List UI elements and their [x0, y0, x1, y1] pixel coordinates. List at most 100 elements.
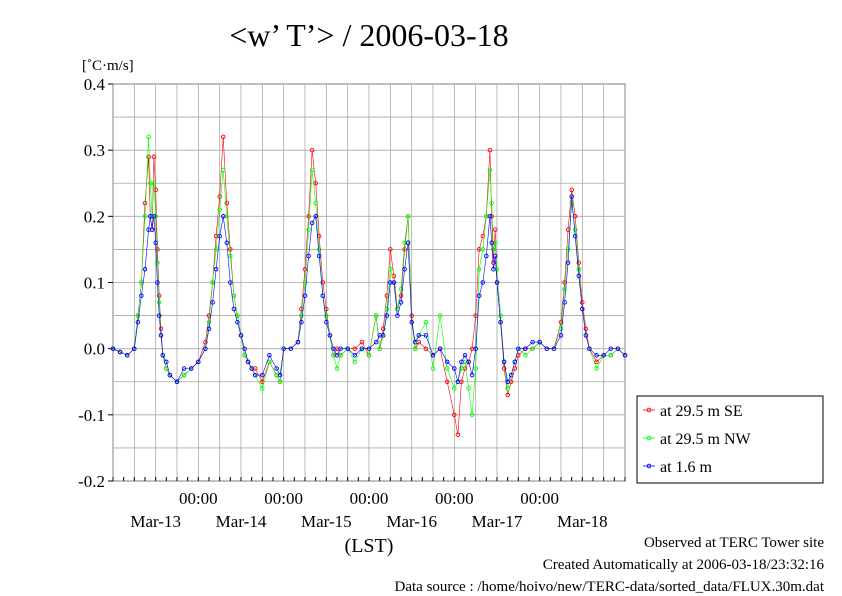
data-point: [151, 181, 157, 186]
data-point: [565, 247, 571, 252]
data-point: [320, 293, 326, 298]
legend-label: at 1.6 m: [660, 459, 713, 476]
data-point: [437, 313, 443, 318]
data-point: [295, 339, 301, 345]
data-point: [153, 187, 158, 193]
data-point: [391, 280, 397, 285]
chart-title: <w’ T’> / 2006-03-18: [229, 17, 508, 53]
data-point: [306, 227, 311, 232]
data-point: [359, 346, 365, 351]
x-axis-ticks: 00:00 00:00 00:00 00:00 00:00 Mar-13 Mar-14 Mar…: [112, 477, 626, 531]
data-point: [306, 253, 311, 259]
data-point: [299, 319, 304, 325]
data-point: [142, 200, 148, 206]
data-point: [156, 300, 162, 305]
data-point: [498, 319, 503, 325]
data-point: [459, 366, 464, 371]
data-point: [274, 366, 279, 371]
data-point: [373, 339, 379, 345]
data-point: [484, 253, 489, 259]
data-point: [267, 359, 272, 365]
data-point: [203, 339, 208, 345]
data-point: [210, 280, 215, 285]
data-point: [260, 386, 265, 391]
data-point: [155, 260, 160, 265]
data-point: [206, 319, 212, 325]
data-point: [388, 267, 393, 272]
data-point: [260, 372, 265, 378]
x-date-label: Mar-16: [386, 512, 437, 531]
data-point: [224, 240, 230, 246]
x-time-label: 00:00: [264, 489, 303, 508]
data-point: [498, 313, 503, 318]
legend: at 29.5 m SE at 29.5 m NW at 1.6 m: [636, 395, 824, 484]
data-point: [252, 372, 258, 378]
data-point: [523, 353, 528, 358]
y-tick-label: -0.1: [78, 406, 105, 425]
data-point: [594, 366, 599, 371]
data-point: [324, 319, 329, 325]
data-point: [583, 333, 589, 338]
data-point: [220, 214, 226, 219]
x-time-label: 00:00: [520, 489, 559, 508]
data-point: [487, 214, 493, 219]
data-point: [174, 379, 180, 385]
data-point: [210, 300, 215, 305]
data-point: [437, 346, 443, 351]
data-point: [473, 346, 478, 351]
data-point: [491, 247, 496, 252]
data-point: [572, 233, 578, 239]
data-point: [316, 253, 322, 259]
data-point: [288, 346, 294, 351]
data-point: [402, 247, 407, 252]
data-point: [313, 214, 318, 219]
data-point: [576, 273, 582, 279]
data-point: [455, 432, 461, 437]
data-point: [405, 214, 411, 219]
data-point: [469, 372, 475, 378]
data-point: [352, 346, 358, 351]
data-point: [491, 267, 496, 272]
data-point: [594, 353, 599, 358]
data-point: [299, 313, 304, 318]
data-point: [480, 247, 486, 252]
data-point: [569, 187, 574, 193]
data-point: [124, 353, 130, 358]
data-point: [409, 319, 414, 325]
data-point: [309, 167, 315, 173]
y-axis-ticks: -0.2 -0.1 0.0 0.1 0.2 0.3 0.4: [78, 75, 113, 491]
data-point: [580, 300, 585, 305]
data-point: [359, 339, 365, 345]
data-point: [473, 366, 478, 371]
data-point: [480, 280, 486, 285]
data-point: [181, 372, 187, 378]
data-point: [156, 313, 162, 318]
data-point: [110, 346, 116, 351]
data-point: [324, 313, 329, 318]
data-point: [306, 214, 311, 219]
data-point: [501, 366, 507, 371]
data-point: [423, 319, 429, 325]
data-point: [430, 366, 436, 371]
data-point: [537, 339, 542, 345]
data-point: [508, 372, 514, 378]
data-point: [366, 346, 372, 351]
data-point: [220, 167, 226, 173]
y-tick-label: 0.2: [84, 207, 105, 226]
data-point: [423, 333, 429, 338]
data-point: [466, 386, 471, 391]
data-point: [203, 346, 208, 351]
data-point: [565, 260, 571, 265]
data-point: [331, 346, 336, 351]
data-point: [228, 247, 233, 252]
data-point: [149, 227, 155, 232]
data-point: [412, 346, 418, 351]
data-point: [151, 214, 157, 219]
data-point: [366, 353, 372, 358]
data-point: [551, 346, 557, 351]
data-point: [206, 326, 212, 332]
data-point: [492, 253, 498, 259]
data-point: [444, 359, 450, 365]
data-point: [480, 233, 486, 239]
